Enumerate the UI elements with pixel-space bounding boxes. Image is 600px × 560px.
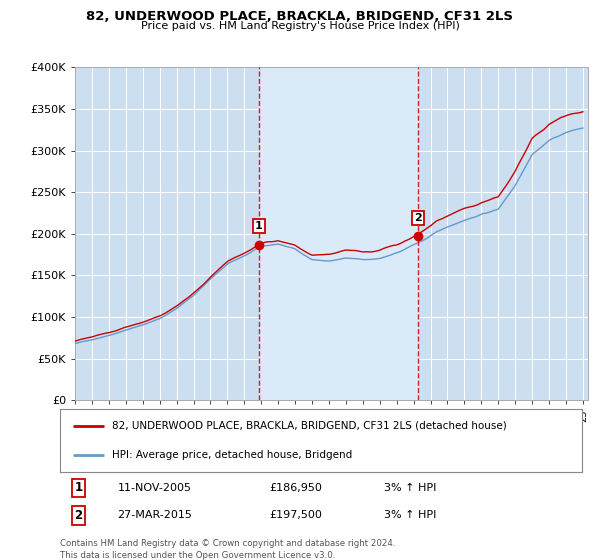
Text: 11-NOV-2005: 11-NOV-2005	[118, 483, 191, 493]
Text: 2: 2	[74, 509, 82, 522]
Bar	[259, 67, 418, 400]
Text: 1: 1	[255, 221, 263, 231]
Text: 82, UNDERWOOD PLACE, BRACKLA, BRIDGEND, CF31 2LS (detached house): 82, UNDERWOOD PLACE, BRACKLA, BRIDGEND, …	[112, 421, 507, 431]
Text: £197,500: £197,500	[269, 511, 322, 520]
Text: 82, UNDERWOOD PLACE, BRACKLA, BRIDGEND, CF31 2LS: 82, UNDERWOOD PLACE, BRACKLA, BRIDGEND, …	[86, 10, 514, 22]
Text: 3% ↑ HPI: 3% ↑ HPI	[383, 511, 436, 520]
Text: HPI: Average price, detached house, Bridgend: HPI: Average price, detached house, Brid…	[112, 450, 352, 460]
Text: 27-MAR-2015: 27-MAR-2015	[118, 511, 192, 520]
Text: 1: 1	[74, 481, 82, 494]
Text: Contains HM Land Registry data © Crown copyright and database right 2024.
This d: Contains HM Land Registry data © Crown c…	[60, 539, 395, 559]
Text: 3% ↑ HPI: 3% ↑ HPI	[383, 483, 436, 493]
Text: £186,950: £186,950	[269, 483, 322, 493]
Text: Price paid vs. HM Land Registry's House Price Index (HPI): Price paid vs. HM Land Registry's House …	[140, 21, 460, 31]
Text: 2: 2	[414, 213, 422, 222]
